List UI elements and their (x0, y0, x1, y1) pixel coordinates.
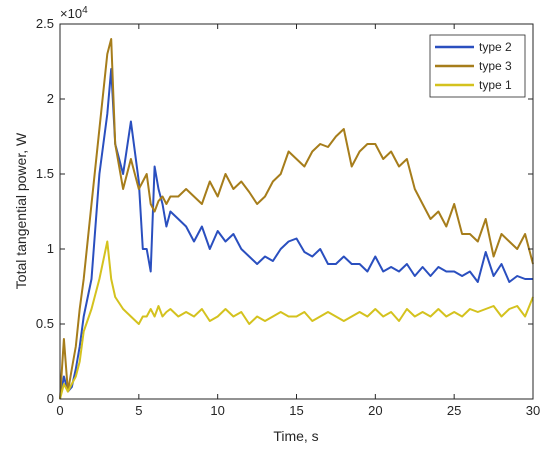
legend-label: type 1 (479, 78, 512, 92)
legend-label: type 2 (479, 40, 512, 54)
y-tick-label: 1.5 (36, 166, 54, 181)
series-line-type-1 (59, 240, 534, 400)
x-axis-label: Time, s (273, 428, 318, 444)
series-layer (59, 38, 534, 400)
x-tick-label: 25 (447, 403, 461, 418)
y-exponent-power: 4 (82, 5, 88, 16)
series-line-type-3 (59, 38, 534, 400)
x-tick-label: 15 (289, 403, 303, 418)
y-tick-label: 1 (47, 241, 54, 256)
x-tick-label: 10 (210, 403, 224, 418)
x-tick-label: 20 (368, 403, 382, 418)
x-tick-label: 30 (526, 403, 540, 418)
y-exponent-base: ×10 (60, 6, 82, 21)
y-tick-label: 2.5 (36, 16, 54, 31)
y-axis-label: Total tangential power, W (13, 132, 29, 289)
x-tick-label: 0 (56, 403, 63, 418)
y-tick-label: 0.5 (36, 316, 54, 331)
legend: type 2 type 3 type 1 (429, 34, 526, 98)
x-tick-label: 5 (135, 403, 142, 418)
ticks-layer: 0 5 10 15 20 25 30 0 0.5 1 1.5 2 2.5 (36, 16, 540, 418)
y-exponent-label: ×104 (60, 5, 88, 21)
legend-label: type 3 (479, 59, 512, 73)
y-tick-label: 0 (47, 391, 54, 406)
y-tick-label: 2 (47, 91, 54, 106)
